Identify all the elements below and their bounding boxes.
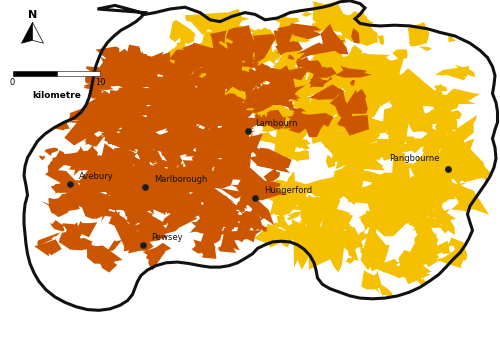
Text: 0: 0 bbox=[10, 78, 15, 87]
Text: kilometre: kilometre bbox=[32, 91, 80, 100]
Bar bbox=[56, 71, 100, 76]
Polygon shape bbox=[32, 22, 44, 43]
Polygon shape bbox=[24, 1, 498, 310]
Text: Hungerford: Hungerford bbox=[264, 186, 312, 195]
Text: 10: 10 bbox=[95, 78, 105, 87]
Text: Avebury: Avebury bbox=[79, 172, 114, 181]
Text: N: N bbox=[28, 10, 37, 20]
Text: Lambourn: Lambourn bbox=[255, 119, 298, 128]
Polygon shape bbox=[22, 22, 32, 43]
Text: Pangbourne: Pangbourne bbox=[390, 154, 440, 163]
Bar bbox=[12, 71, 56, 76]
Text: Marlborough: Marlborough bbox=[154, 175, 208, 184]
Text: Pewsey: Pewsey bbox=[152, 233, 183, 242]
